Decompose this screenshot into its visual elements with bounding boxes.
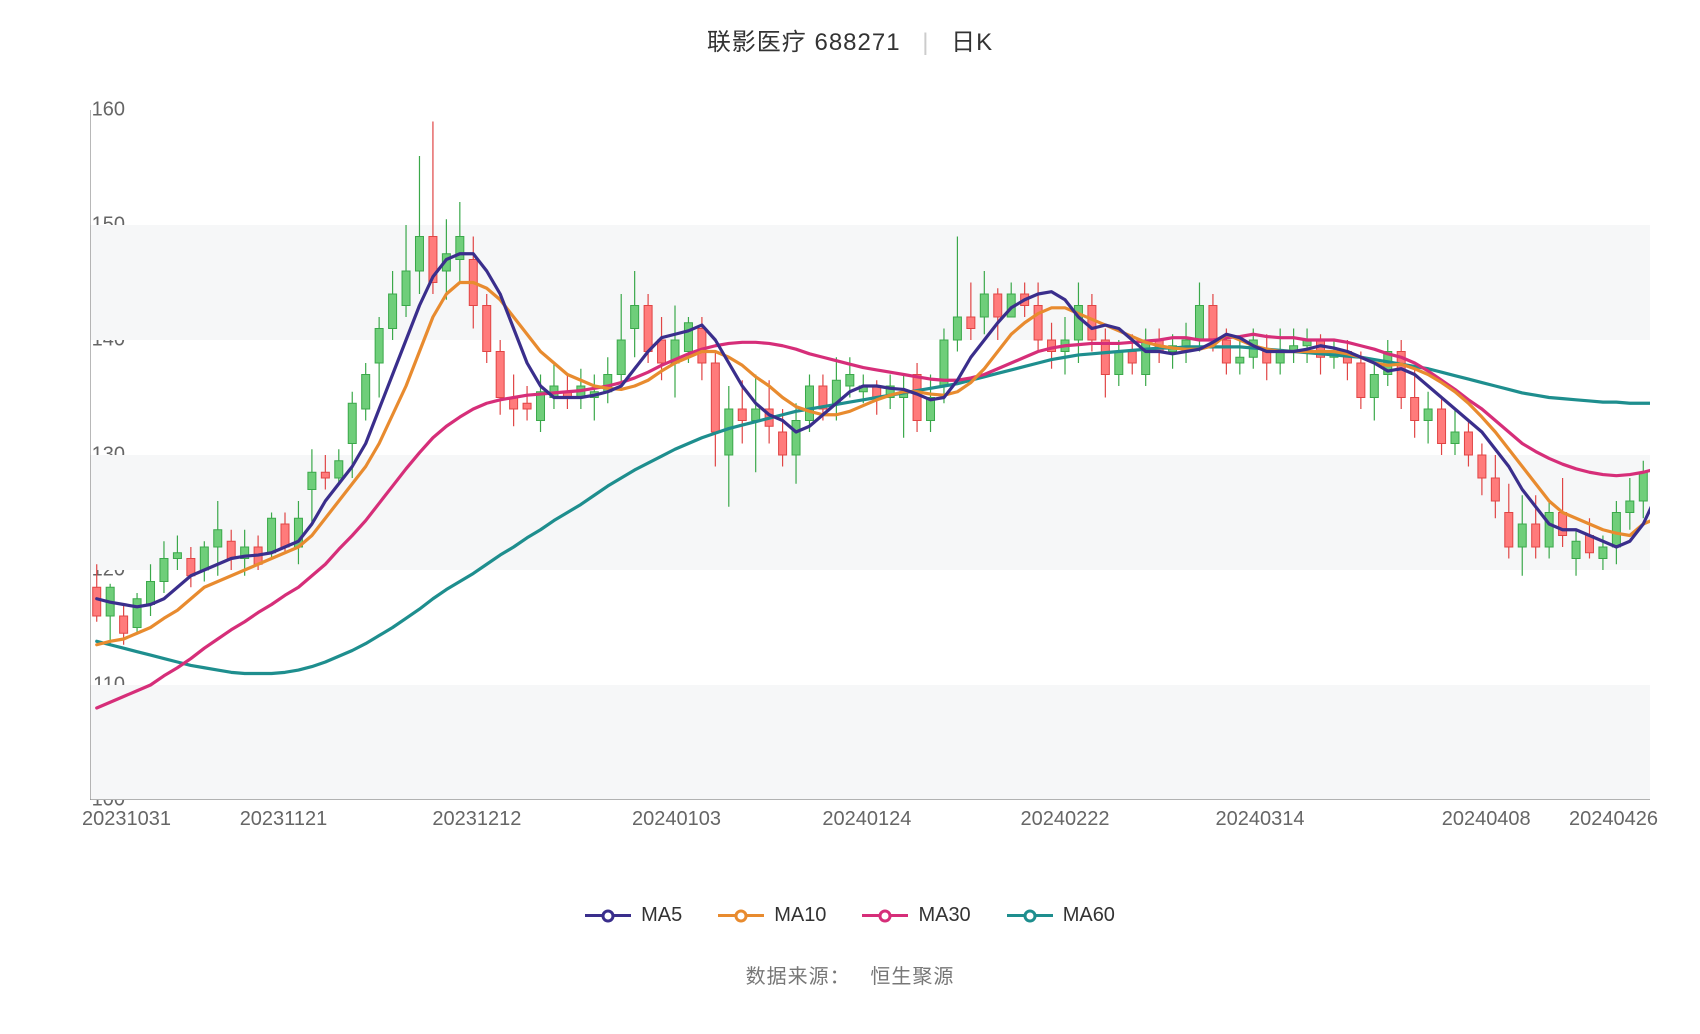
x-tick-label: 20240408 xyxy=(1442,808,1531,831)
data-source: 数据来源： 恒生聚源 xyxy=(0,960,1700,989)
x-tick-label: 20240124 xyxy=(822,808,911,831)
x-tick-label: 20231121 xyxy=(240,808,328,831)
legend-label: MA60 xyxy=(1063,904,1115,927)
chart-type-label: 日K xyxy=(951,29,993,56)
legend-line-icon xyxy=(585,914,631,917)
legend-marker-icon xyxy=(735,909,748,922)
source-value: 恒生聚源 xyxy=(870,966,954,988)
x-tick-label: 20240103 xyxy=(632,808,721,831)
stock-chart-container: 联影医疗 688271 | 日K 100110120130140150160 2… xyxy=(0,0,1700,1034)
legend-line-icon xyxy=(718,914,764,917)
legend-label: MA30 xyxy=(918,904,970,927)
legend-item: MA30 xyxy=(862,904,970,927)
legend: MA5 MA10 MA30 MA60 xyxy=(0,900,1700,927)
x-tick-label: 20231212 xyxy=(432,808,521,831)
legend-label: MA5 xyxy=(641,904,682,927)
x-tick-label: 20240314 xyxy=(1216,808,1305,831)
stock-name: 联影医疗 xyxy=(707,29,807,56)
legend-marker-icon xyxy=(602,909,615,922)
legend-item: MA60 xyxy=(1007,904,1115,927)
title-separator: | xyxy=(908,29,943,56)
legend-line-icon xyxy=(1007,914,1053,917)
candlestick-plot xyxy=(90,110,1650,800)
legend-item: MA5 xyxy=(585,904,682,927)
chart-title: 联影医疗 688271 | 日K xyxy=(0,0,1700,57)
source-label: 数据来源： xyxy=(746,966,851,988)
stock-code: 688271 xyxy=(814,29,900,56)
x-tick-label: 20240222 xyxy=(1021,808,1110,831)
x-tick-label: 20231031 xyxy=(82,808,171,831)
legend-marker-icon xyxy=(879,909,892,922)
legend-marker-icon xyxy=(1023,909,1036,922)
legend-label: MA10 xyxy=(774,904,826,927)
legend-line-icon xyxy=(862,914,908,917)
legend-item: MA10 xyxy=(718,904,826,927)
x-tick-label: 20240426 xyxy=(1569,808,1658,831)
